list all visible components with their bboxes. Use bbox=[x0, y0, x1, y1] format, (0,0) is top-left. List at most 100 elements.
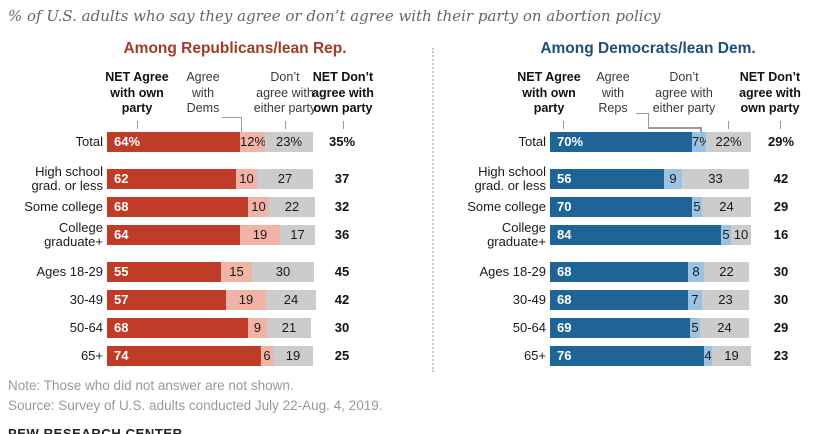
net-disagree-value: 25 bbox=[334, 348, 350, 363]
bar-segment-net-agree: 70% bbox=[550, 132, 692, 152]
bar-segment-neither: 23 bbox=[702, 290, 749, 310]
note-text: Note: Those who did not answer are not s… bbox=[8, 378, 294, 393]
bar-segment-agree-other: 6 bbox=[261, 346, 273, 366]
row-label: 30-49 bbox=[512, 291, 546, 307]
row-label: High school grad. or less bbox=[31, 163, 103, 193]
bar-segment-neither: 24 bbox=[700, 318, 749, 338]
bar-segment-net-agree: 76 bbox=[550, 346, 704, 366]
column-header-net-agree: NET Agree with own party bbox=[105, 70, 169, 115]
bar-segment-net-agree: 68 bbox=[550, 262, 688, 282]
net-disagree-value: 32 bbox=[334, 199, 350, 214]
row-label: 50-64 bbox=[69, 319, 103, 335]
bar-segment-agree-other: 5 bbox=[721, 225, 731, 245]
bar-segment-net-agree: 68 bbox=[107, 318, 248, 338]
bar-segment-neither: 23% bbox=[265, 132, 313, 152]
net-disagree-value: 23 bbox=[773, 348, 789, 363]
bar-segment-agree-other: 7% bbox=[692, 132, 711, 152]
column-header-neither: Don’t agree with either party bbox=[253, 70, 317, 115]
bar-segment-net-agree: 57 bbox=[107, 290, 226, 310]
row-label: Ages 18-29 bbox=[36, 263, 104, 279]
header-connector bbox=[648, 127, 701, 129]
header-tick bbox=[728, 121, 729, 129]
bar-segment-net-agree: 64% bbox=[107, 132, 240, 152]
bar-segment-neither: 27 bbox=[257, 169, 313, 189]
bar-segment-agree-other: 12% bbox=[240, 132, 266, 152]
bar-segment-neither: 22 bbox=[704, 262, 749, 282]
row-label: High school grad. or less bbox=[474, 163, 546, 193]
bar-segment-net-agree: 84 bbox=[550, 225, 721, 245]
row-label: Ages 18-29 bbox=[479, 263, 547, 279]
row-label: Some college bbox=[467, 198, 546, 214]
bar-segment-neither: 22% bbox=[706, 132, 751, 152]
header-tick bbox=[285, 121, 286, 129]
bar-segment-neither: 19 bbox=[273, 346, 313, 366]
net-disagree-value: 29% bbox=[767, 134, 795, 149]
bar-segment-agree-other: 9 bbox=[248, 318, 267, 338]
bar-segment-agree-other: 4 bbox=[704, 346, 712, 366]
panel-title: Among Republicans/lean Rep. bbox=[123, 40, 347, 57]
bar-segment-net-agree: 55 bbox=[107, 262, 221, 282]
net-disagree-value: 30 bbox=[773, 292, 789, 307]
bar-segment-neither: 24 bbox=[702, 197, 751, 217]
report-title: % of U.S. adults who say they agree or d… bbox=[8, 7, 661, 25]
row-label: Total bbox=[75, 133, 103, 149]
row-label: 30-49 bbox=[69, 291, 103, 307]
bar-segment-agree-other: 5 bbox=[692, 197, 702, 217]
header-tick bbox=[343, 121, 344, 129]
column-header-net-disagree: NET Don’t agree with own party bbox=[739, 70, 801, 115]
bar-segment-neither: 10 bbox=[731, 225, 751, 245]
bar-segment-neither: 33 bbox=[682, 169, 749, 189]
net-disagree-value: 29 bbox=[773, 199, 789, 214]
net-disagree-value: 42 bbox=[773, 171, 789, 186]
bar-segment-agree-other: 10 bbox=[248, 197, 269, 217]
bar-segment-net-agree: 64 bbox=[107, 225, 240, 245]
column-header-net-disagree: NET Don’t agree with own party bbox=[312, 70, 374, 115]
bar-segment-neither: 21 bbox=[267, 318, 311, 338]
header-tick bbox=[137, 121, 138, 129]
header-tick bbox=[563, 121, 564, 129]
bar-segment-net-agree: 70 bbox=[550, 197, 692, 217]
net-disagree-value: 16 bbox=[773, 227, 789, 242]
bar-segment-net-agree: 62 bbox=[107, 169, 236, 189]
bar-segment-agree-other: 9 bbox=[664, 169, 682, 189]
net-disagree-value: 30 bbox=[334, 320, 350, 335]
bar-segment-neither: 22 bbox=[269, 197, 315, 217]
row-label: College graduate+ bbox=[44, 219, 103, 249]
row-label: Some college bbox=[24, 198, 103, 214]
net-disagree-value: 30 bbox=[773, 264, 789, 279]
column-header-agree-other: Agree with Reps bbox=[596, 70, 630, 115]
bar-segment-neither: 24 bbox=[266, 290, 316, 310]
bar-segment-agree-other: 15 bbox=[221, 262, 252, 282]
row-label: 50-64 bbox=[512, 319, 546, 335]
net-disagree-value: 29 bbox=[773, 320, 789, 335]
column-header-agree-other: Agree with Dems bbox=[186, 70, 220, 115]
row-label: College graduate+ bbox=[487, 219, 546, 249]
bar-segment-net-agree: 69 bbox=[550, 318, 690, 338]
bar-segment-agree-other: 19 bbox=[226, 290, 266, 310]
net-disagree-value: 45 bbox=[334, 264, 350, 279]
source-text: Source: Survey of U.S. adults conducted … bbox=[8, 398, 383, 413]
bar-segment-neither: 30 bbox=[252, 262, 314, 282]
row-label: 65+ bbox=[523, 347, 546, 363]
header-tick bbox=[780, 121, 781, 129]
panel-title: Among Democrats/lean Dem. bbox=[540, 40, 756, 57]
bar-segment-agree-other: 5 bbox=[690, 318, 700, 338]
bar-segment-agree-other: 7 bbox=[688, 290, 702, 310]
bar-segment-agree-other: 10 bbox=[236, 169, 257, 189]
net-disagree-value: 35% bbox=[328, 134, 356, 149]
net-disagree-value: 37 bbox=[334, 171, 350, 186]
net-disagree-value: 36 bbox=[334, 227, 350, 242]
bar-segment-neither: 17 bbox=[280, 225, 315, 245]
bar-segment-net-agree: 68 bbox=[107, 197, 248, 217]
column-header-neither: Don’t agree with either party bbox=[652, 70, 716, 115]
bar-segment-agree-other: 8 bbox=[688, 262, 704, 282]
bar-segment-agree-other: 19 bbox=[240, 225, 280, 245]
header-connector bbox=[700, 127, 702, 134]
column-header-net-agree: NET Agree with own party bbox=[517, 70, 581, 115]
row-label: Total bbox=[518, 133, 546, 149]
header-connector bbox=[636, 113, 649, 128]
bar-segment-net-agree: 74 bbox=[107, 346, 261, 366]
panel-divider bbox=[432, 48, 434, 372]
row-label: 65+ bbox=[80, 347, 103, 363]
